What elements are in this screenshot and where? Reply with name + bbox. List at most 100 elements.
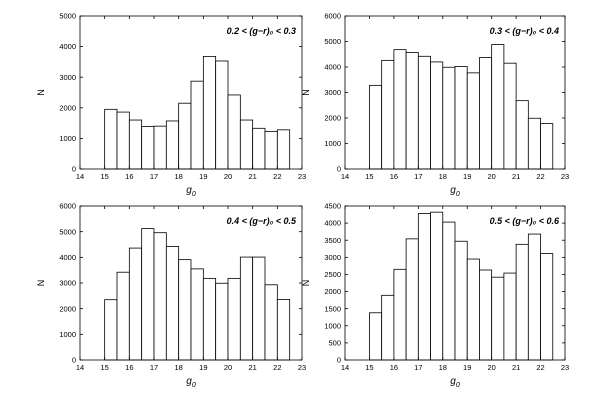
- x-tick-label: 22: [536, 363, 544, 372]
- histogram-bar: [466, 72, 480, 170]
- histogram-bar: [527, 117, 541, 170]
- y-axis-label: N: [301, 280, 311, 287]
- x-axis-label-symbol: g: [450, 376, 456, 387]
- x-tick-label: 14: [76, 172, 84, 181]
- x-tick-label: 16: [390, 172, 398, 181]
- histogram-bar: [153, 125, 167, 170]
- x-axis-label-subscript: 0: [192, 382, 196, 389]
- y-tick-label: 3000: [59, 73, 76, 82]
- y-tick-label: 5000: [59, 227, 76, 236]
- histogram-bar: [264, 284, 278, 361]
- x-tick-label: 18: [439, 363, 447, 372]
- x-axis-label-symbol: g: [450, 185, 456, 196]
- x-tick-label: 23: [298, 363, 306, 372]
- color-range-annotation: 0.4 < (g−r)₀ < 0.5: [227, 216, 297, 226]
- x-axis-label-symbol: g: [186, 185, 192, 196]
- x-tick-label: 15: [365, 172, 373, 181]
- histogram-bar: [153, 232, 167, 361]
- y-tick-label: 4000: [59, 253, 76, 262]
- histogram-bar: [190, 80, 204, 170]
- x-tick-label: 14: [341, 172, 349, 181]
- x-tick-label: 17: [414, 172, 422, 181]
- histogram-bar: [466, 258, 480, 361]
- histogram-bar: [178, 259, 192, 361]
- histogram-bar: [141, 228, 155, 361]
- axes-frame: [344, 205, 566, 361]
- x-tick-label: 19: [199, 363, 207, 372]
- histogram-bar: [540, 123, 554, 170]
- x-tick-label: 21: [512, 172, 520, 181]
- axes-frame: [79, 15, 303, 170]
- y-tick-label: 1000: [324, 139, 341, 148]
- histogram-bar: [128, 247, 143, 361]
- y-tick-label: 0: [72, 356, 76, 365]
- histogram-bar: [239, 256, 254, 361]
- histogram-panel-4: 14 15 16 17 18 19 20 21 22 23 0 500 1000 1500 2000 2500…: [301, 202, 569, 389]
- y-tick-label: 6000: [324, 12, 341, 21]
- histogram-bar: [252, 127, 266, 170]
- x-tick-label: 17: [150, 172, 158, 181]
- histogram-bar: [430, 61, 444, 170]
- x-tick-label: 21: [248, 172, 256, 181]
- y-tick-label: 2000: [59, 304, 76, 313]
- y-tick-label: 6000: [59, 202, 76, 211]
- y-tick-label: 4000: [324, 63, 341, 72]
- x-axis-label: g0: [450, 185, 460, 198]
- color-range-annotation: 0.3 < (g−r)₀ < 0.4: [490, 26, 559, 36]
- histogram-bar: [215, 282, 229, 361]
- x-axis-label: g0: [186, 376, 196, 389]
- x-tick-label: 16: [125, 363, 133, 372]
- y-axis-label: N: [36, 89, 46, 96]
- histogram-bar: [128, 119, 143, 170]
- y-tick-label: 2000: [324, 287, 341, 296]
- x-tick-label: 20: [487, 363, 495, 372]
- histogram-bar: [369, 84, 383, 170]
- histogram-bar: [454, 240, 468, 361]
- histogram-bar: [276, 129, 291, 170]
- histogram-bar: [227, 94, 241, 170]
- y-tick-label: 1000: [59, 134, 76, 143]
- y-tick-label: 3500: [324, 236, 341, 245]
- x-tick-label: 17: [414, 363, 422, 372]
- x-tick-label: 15: [100, 172, 108, 181]
- y-axis-label: N: [301, 89, 311, 96]
- histogram-bar: [239, 119, 254, 170]
- x-axis-label: g0: [450, 376, 460, 389]
- histogram-panel-3: 14 15 16 17 18 19 20 21 22 23 0 1000 2000 3000 4000 500…: [36, 202, 306, 389]
- histogram-bar: [417, 213, 431, 361]
- histogram-bar: [430, 211, 444, 361]
- x-tick-label: 14: [76, 363, 84, 372]
- x-tick-label: 18: [174, 172, 182, 181]
- x-tick-label: 23: [561, 172, 569, 181]
- x-tick-label: 15: [100, 363, 108, 372]
- y-tick-label: 1000: [59, 330, 76, 339]
- x-axis-label: g0: [186, 185, 196, 198]
- histogram-bar: [393, 49, 407, 170]
- x-tick-label: 17: [150, 363, 158, 372]
- histogram-bar: [227, 277, 241, 361]
- histogram-bar: [491, 276, 505, 361]
- y-tick-label: 0: [72, 165, 76, 174]
- histogram-bar: [381, 59, 395, 170]
- y-tick-label: 3000: [59, 279, 76, 288]
- x-tick-label: 21: [248, 363, 256, 372]
- x-tick-label: 23: [561, 363, 569, 372]
- x-tick-label: 16: [390, 363, 398, 372]
- y-tick-label: 0: [337, 165, 341, 174]
- histogram-panel-2: 14 15 16 17 18 19 20 21 22 23 0 1000 2000 3000 4000 500…: [301, 12, 569, 198]
- color-range-annotation: 0.2 < (g−r)₀ < 0.3: [227, 26, 296, 36]
- x-tick-label: 21: [512, 363, 520, 372]
- histogram-panel-1: 14 15 16 17 18 19 20 21 22 23 0 1000 2000 3000 4000 500…: [36, 12, 306, 198]
- histogram-bar: [276, 299, 291, 361]
- y-tick-label: 5000: [59, 12, 76, 21]
- x-tick-label: 20: [224, 363, 232, 372]
- histogram-bar: [540, 253, 554, 361]
- histogram-bar: [165, 246, 180, 361]
- x-tick-label: 14: [341, 363, 349, 372]
- y-tick-label: 3000: [324, 88, 341, 97]
- x-tick-label: 15: [365, 363, 373, 372]
- histogram-bar: [454, 66, 468, 170]
- y-tick-label: 2500: [324, 270, 341, 279]
- histogram-bar: [104, 108, 118, 170]
- y-tick-label: 1000: [324, 321, 341, 330]
